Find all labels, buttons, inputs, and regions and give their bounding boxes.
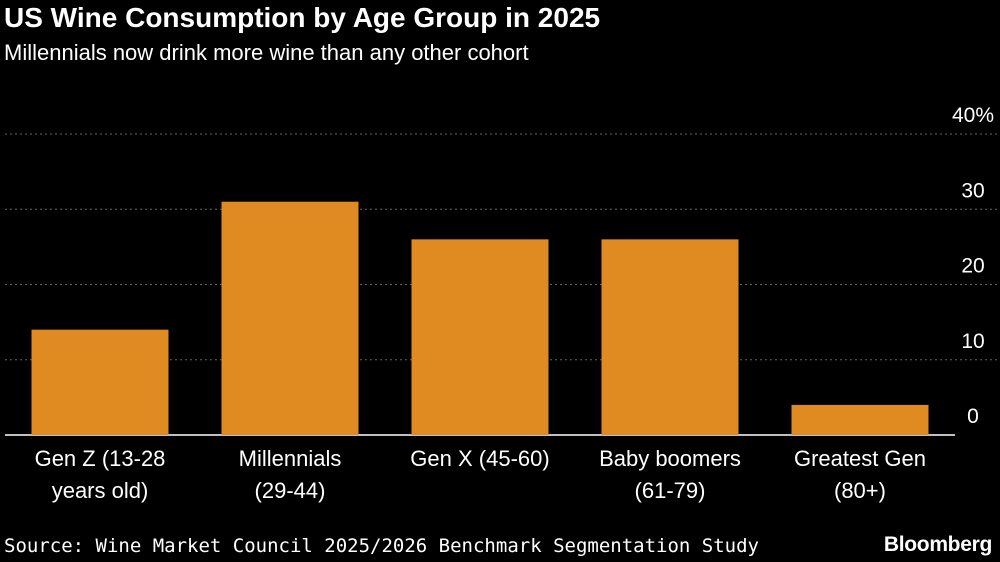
category-label: Gen Z (13-28 [35, 446, 166, 471]
y-tick-label: 20 [961, 255, 984, 278]
bar [791, 404, 929, 435]
category-label: Greatest Gen [794, 446, 926, 471]
y-tick-label: 10 [961, 330, 984, 353]
bar [411, 239, 549, 435]
bloomberg-logo: Bloomberg [883, 533, 992, 556]
y-tick-label: 30 [961, 179, 984, 202]
bar [31, 329, 169, 435]
category-label: years old) [52, 478, 149, 503]
category-label: (80+) [834, 478, 886, 503]
source-note: Source: Wine Market Council 2025/2026 Be… [4, 535, 759, 557]
category-label: Millennials [239, 446, 342, 471]
category-label: (29-44) [255, 478, 326, 503]
category-label: Baby boomers [599, 446, 741, 471]
category-label: (61-79) [635, 478, 706, 503]
category-label: Gen X (45-60) [410, 446, 549, 471]
y-tick-label: 40% [952, 104, 994, 127]
chart-title: US Wine Consumption by Age Group in 2025 [4, 2, 601, 33]
bar [601, 239, 739, 435]
chart-subtitle: Millennials now drink more wine than any… [4, 40, 529, 65]
bar [221, 201, 359, 435]
y-tick-label: 0 [967, 405, 979, 428]
